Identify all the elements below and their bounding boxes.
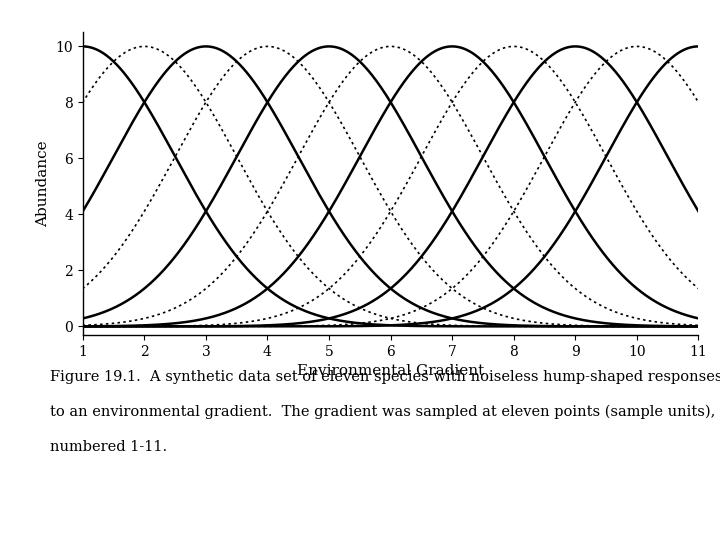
Text: numbered 1-11.: numbered 1-11. [50,440,168,454]
X-axis label: Environmental Gradient: Environmental Gradient [297,364,485,378]
Text: Figure 19.1.  A synthetic data set of eleven species with noiseless hump-shaped : Figure 19.1. A synthetic data set of ele… [50,370,720,384]
Text: to an environmental gradient.  The gradient was sampled at eleven points (sample: to an environmental gradient. The gradie… [50,405,716,420]
Y-axis label: Abundance: Abundance [36,140,50,227]
